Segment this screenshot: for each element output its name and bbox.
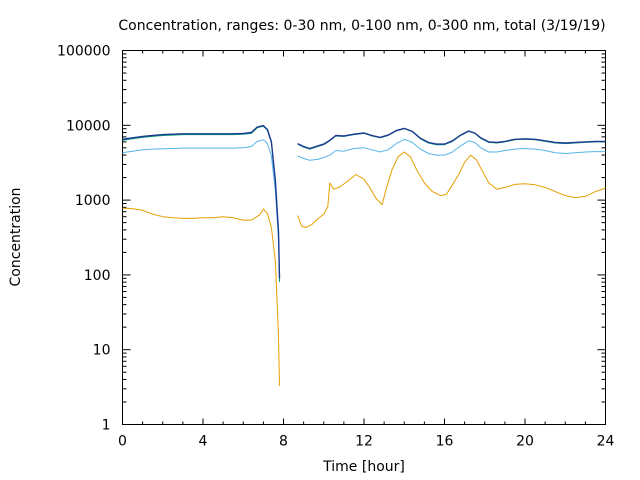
x-tick-label: 8	[279, 434, 288, 450]
y-tick-label: 100000	[57, 44, 110, 60]
y-tick-label: 1000	[75, 193, 111, 209]
x-tick-label: 20	[516, 434, 534, 450]
y-tick-label: 10	[93, 343, 111, 359]
series-1-line-segment-2	[297, 151, 606, 228]
series-4-line-segment-1	[122, 124, 281, 279]
plot-frame	[122, 50, 606, 425]
x-tick-label: 16	[436, 434, 454, 450]
y-axis-label: Concentration	[8, 187, 24, 286]
data-series	[122, 124, 606, 386]
chart-title: Concentration, ranges: 0-30 nm, 0-100 nm…	[118, 18, 605, 34]
series-1-line-segment-1	[122, 207, 280, 386]
series-2-line-segment-2	[297, 138, 606, 161]
y-tick-label: 1	[102, 418, 111, 434]
x-tick-label: 0	[118, 434, 127, 450]
x-tick-label: 24	[597, 434, 615, 450]
y-tick-label: 100	[84, 268, 111, 284]
series-2-line-segment-1	[122, 139, 280, 272]
x-tick-label: 4	[199, 434, 208, 450]
series-3-line-segment-2	[297, 128, 606, 150]
x-axis-label: Time [hour]	[322, 459, 405, 475]
axis-ticks: 0 4 8 12 16 20 24 1 10 100 1000 10000 100000	[57, 44, 614, 450]
y-tick-label: 10000	[66, 118, 111, 134]
series-4-line-segment-2	[297, 127, 606, 150]
x-tick-label: 12	[355, 434, 373, 450]
